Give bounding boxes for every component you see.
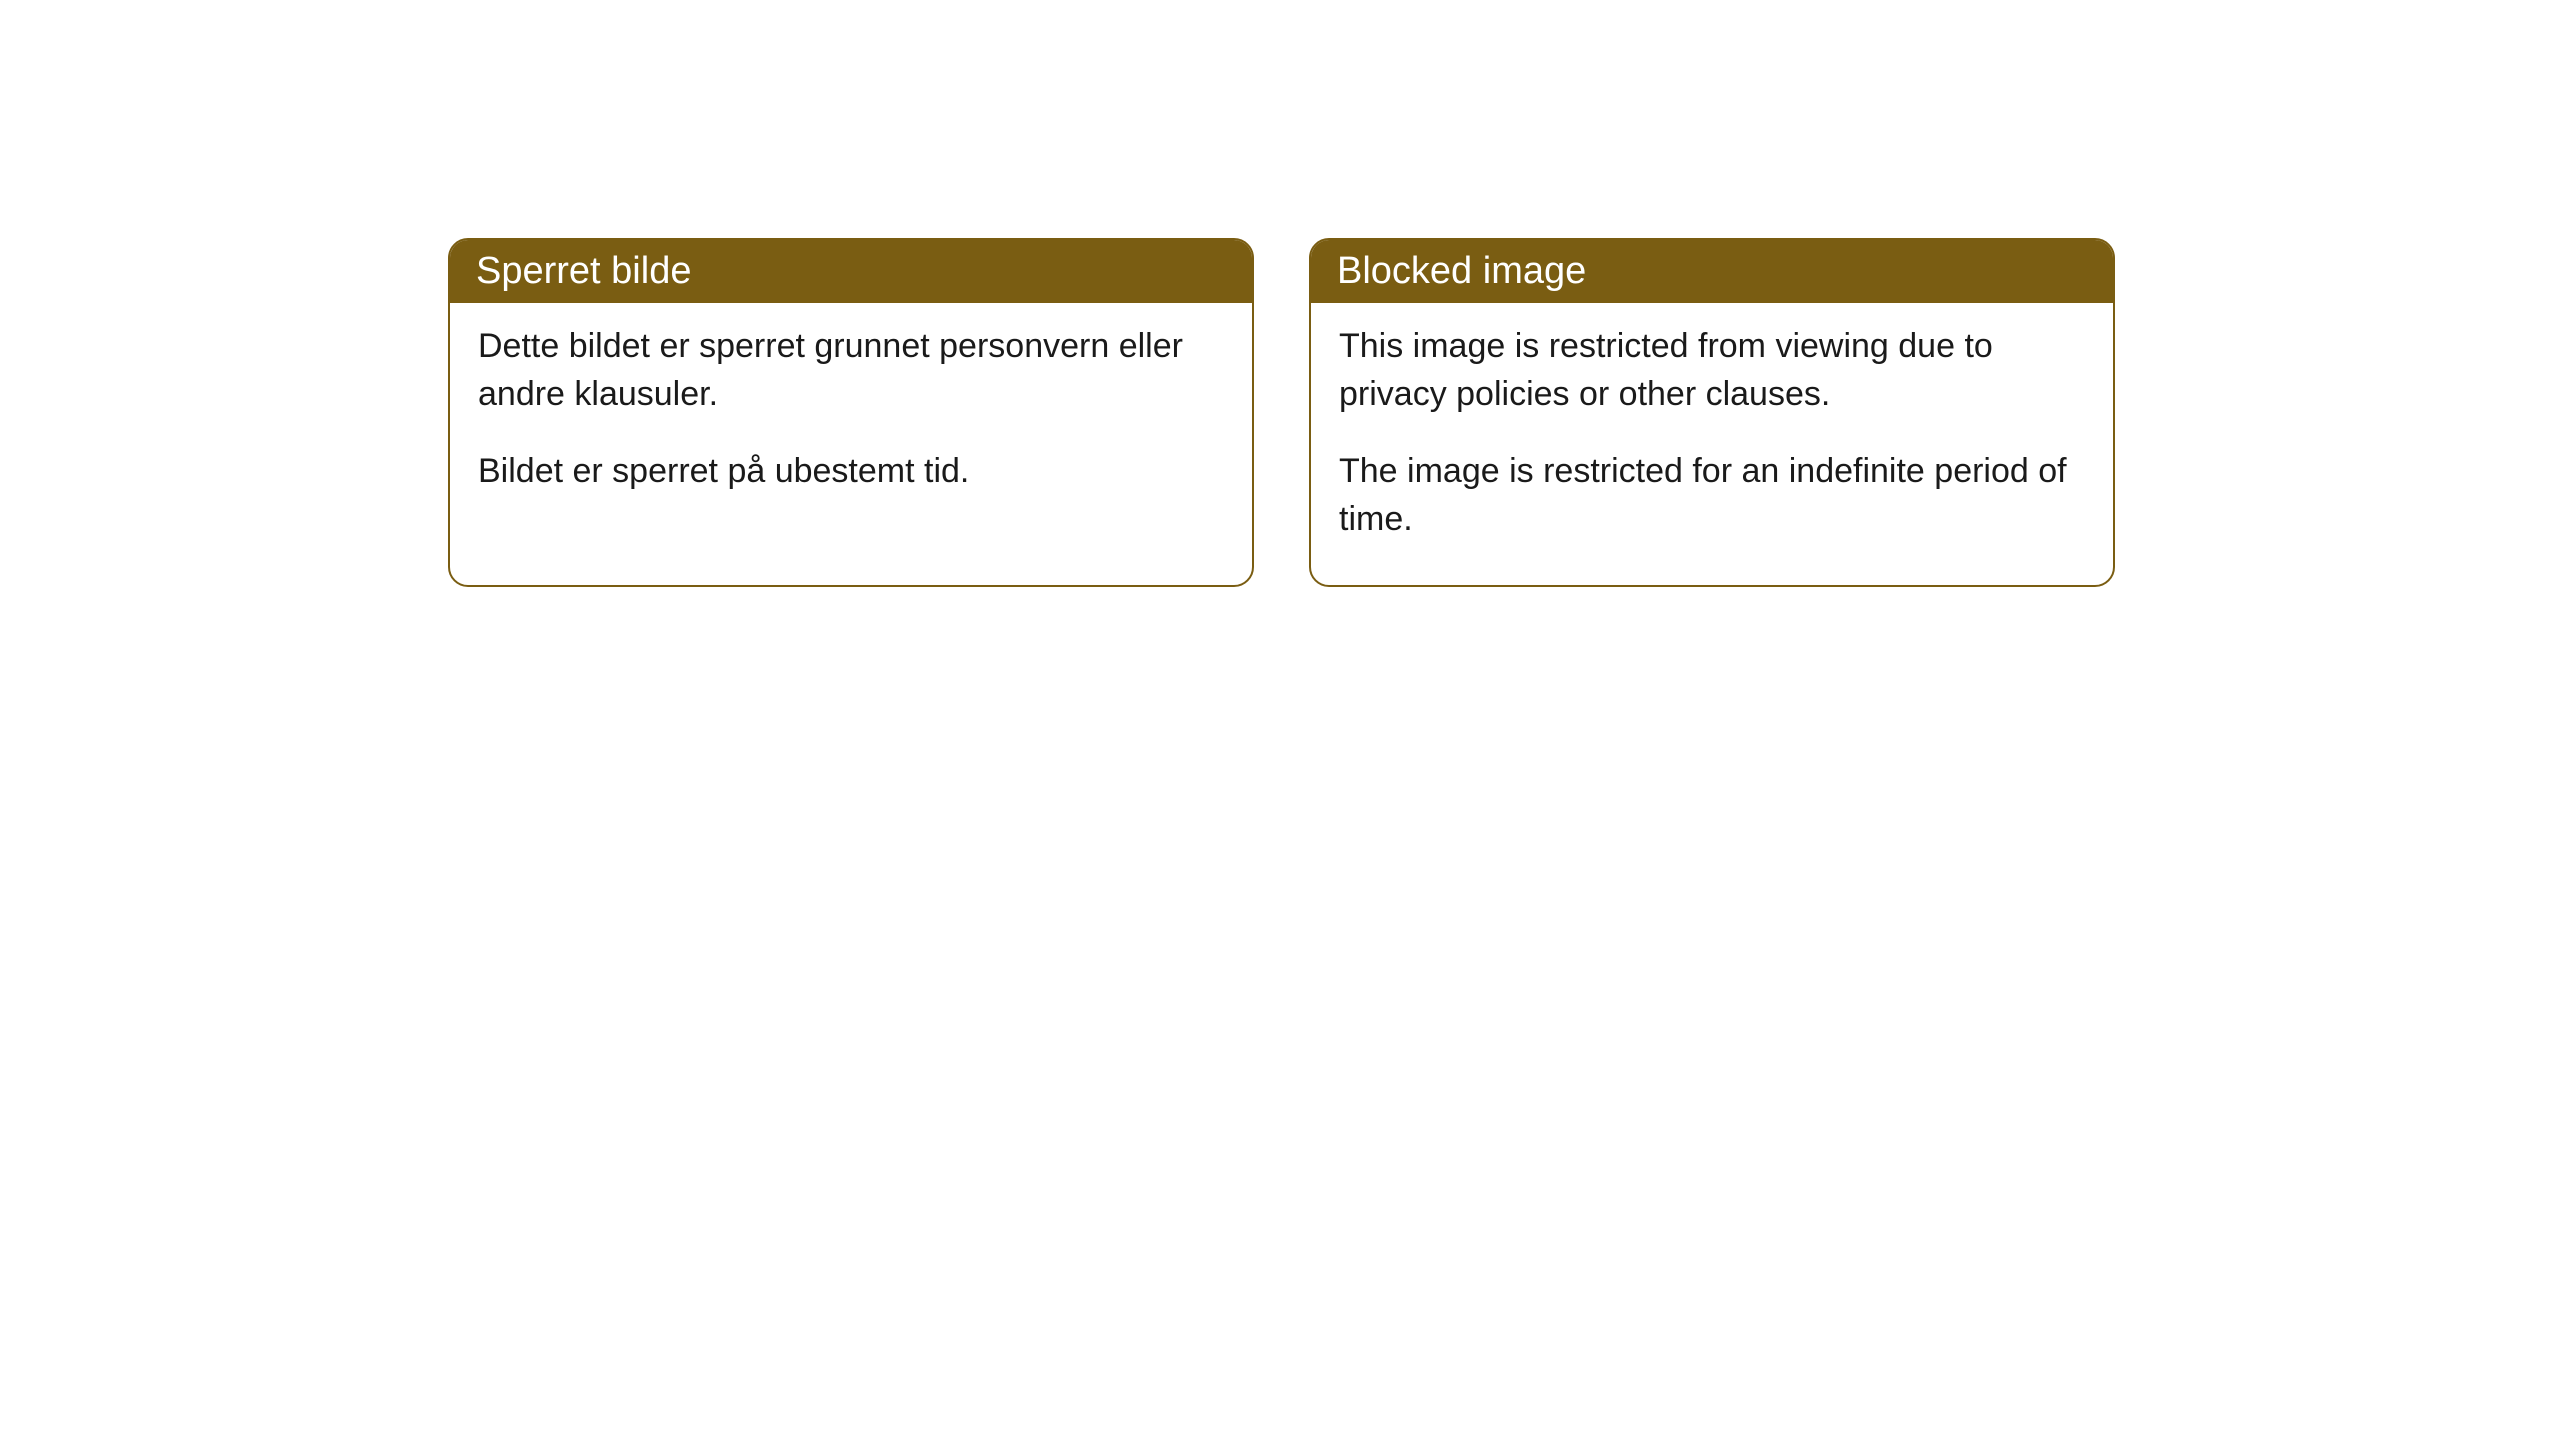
card-paragraph: The image is restricted for an indefinit…: [1339, 448, 2085, 543]
card-title: Sperret bilde: [476, 250, 691, 292]
card-title: Blocked image: [1337, 250, 1586, 292]
card-paragraph: This image is restricted from viewing du…: [1339, 323, 2085, 418]
notice-card-english: Blocked image This image is restricted f…: [1309, 238, 2115, 587]
card-paragraph: Bildet er sperret på ubestemt tid.: [478, 448, 1224, 496]
card-header: Blocked image: [1311, 240, 2113, 303]
card-body: Dette bildet er sperret grunnet personve…: [450, 303, 1252, 538]
card-body: This image is restricted from viewing du…: [1311, 303, 2113, 585]
notice-cards-container: Sperret bilde Dette bildet er sperret gr…: [448, 238, 2115, 587]
card-paragraph: Dette bildet er sperret grunnet personve…: [478, 323, 1224, 418]
card-header: Sperret bilde: [450, 240, 1252, 303]
notice-card-norwegian: Sperret bilde Dette bildet er sperret gr…: [448, 238, 1254, 587]
